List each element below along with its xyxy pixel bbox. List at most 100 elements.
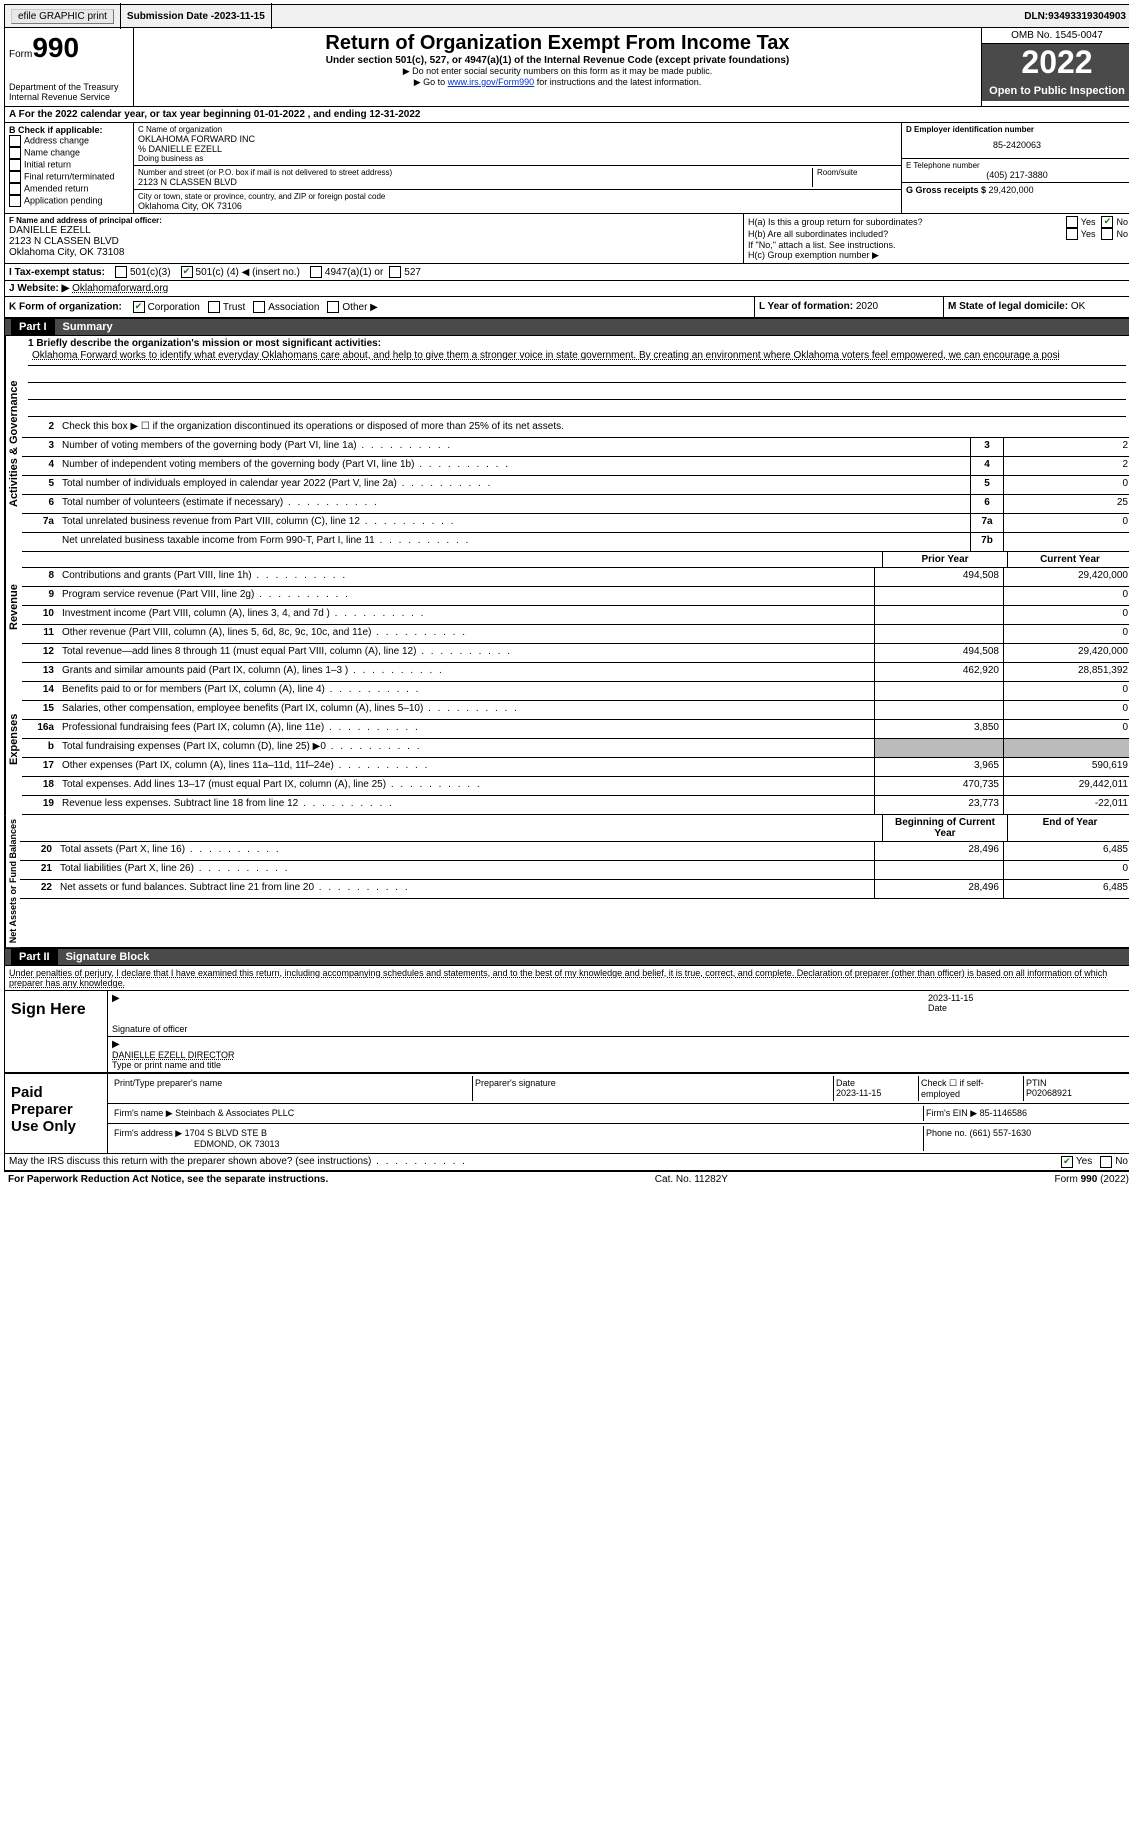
colb-check[interactable]: [9, 159, 21, 171]
gross-receipts: 29,420,000: [989, 185, 1034, 195]
discuss-yes[interactable]: [1061, 1156, 1073, 1168]
527-check[interactable]: [389, 266, 401, 278]
irs-link[interactable]: www.irs.gov/Form990: [448, 77, 535, 87]
hb-label: H(b) Are all subordinates included?: [748, 229, 1066, 239]
prior-year-header: Prior Year: [882, 552, 1007, 567]
street: 2123 N CLASSEN BLVD: [138, 177, 812, 187]
irs-label: Internal Revenue Service: [9, 92, 129, 102]
revenue-section: Revenue Prior Year Current Year 8Contrib…: [4, 552, 1129, 663]
k-opt[interactable]: [133, 301, 145, 313]
officer-street: 2123 N CLASSEN BLVD: [9, 236, 739, 247]
org-name: OKLAHOMA FORWARD INC: [138, 134, 897, 144]
tax-year: 2022: [982, 44, 1129, 81]
hb-yes[interactable]: [1066, 228, 1078, 240]
firm-name: Steinbach & Associates PLLC: [175, 1108, 294, 1118]
page-footer: For Paperwork Reduction Act Notice, see …: [4, 1171, 1129, 1187]
domicile-label: M State of legal domicile:: [948, 301, 1071, 312]
summary-line: 13Grants and similar amounts paid (Part …: [22, 663, 1129, 682]
officer-name: DANIELLE EZELL: [9, 225, 739, 236]
summary-line: 8Contributions and grants (Part VIII, li…: [22, 568, 1129, 587]
prep-date: 2023-11-15: [836, 1088, 881, 1098]
mission-text: Oklahoma Forward works to identify what …: [28, 349, 1126, 366]
summary-line: 11Other revenue (Part VIII, column (A), …: [22, 625, 1129, 644]
city-label: City or town, state or province, country…: [138, 192, 897, 201]
summary-line: 18Total expenses. Add lines 13–17 (must …: [22, 777, 1129, 796]
hb-no[interactable]: [1101, 228, 1113, 240]
summary-line: 3Number of voting members of the governi…: [22, 438, 1129, 457]
colb-check[interactable]: [9, 135, 21, 147]
tax-status-label: I Tax-exempt status:: [9, 267, 105, 278]
summary-line: 7aTotal unrelated business revenue from …: [22, 514, 1129, 533]
row-a-period: A For the 2022 calendar year, or tax yea…: [4, 107, 1129, 123]
form-subtitle: Under section 501(c), 527, or 4947(a)(1)…: [140, 55, 975, 66]
col-d-ein-phone: D Employer identification number 85-2420…: [902, 123, 1129, 213]
phone: (405) 217-3880: [906, 170, 1128, 180]
date-label: Date: [928, 1003, 947, 1013]
revenue-label: Revenue: [5, 552, 22, 663]
ptin: P02068921: [1026, 1088, 1072, 1098]
c-other-check[interactable]: [181, 266, 193, 278]
efile-label: efile GRAPHIC print: [5, 3, 121, 29]
end-year-header: End of Year: [1007, 815, 1129, 841]
care-of: % DANIELLE EZELL: [138, 144, 897, 154]
penalties-text: Under penalties of perjury, I declare th…: [4, 966, 1129, 991]
summary-line: 9Program service revenue (Part VIII, lin…: [22, 587, 1129, 606]
k-opt[interactable]: [253, 301, 265, 313]
mission-label: 1 Briefly describe the organization's mi…: [28, 338, 381, 349]
form-header: Form990 Department of the Treasury Inter…: [4, 28, 1129, 107]
summary-line: 10Investment income (Part VIII, column (…: [22, 606, 1129, 625]
summary-line: 21Total liabilities (Part X, line 26)0: [20, 861, 1129, 880]
colb-check[interactable]: [9, 183, 21, 195]
website: Oklahomaforward.org: [72, 283, 168, 294]
sig-date: 2023-11-15: [928, 993, 1128, 1003]
self-employed-check: Check ☐ if self-employed: [919, 1076, 1024, 1101]
summary-line: 6Total number of volunteers (estimate if…: [22, 495, 1129, 514]
discuss-no[interactable]: [1100, 1156, 1112, 1168]
footer-mid: Cat. No. 11282Y: [655, 1174, 728, 1185]
k-opt[interactable]: [327, 301, 339, 313]
ha-no[interactable]: [1101, 216, 1113, 228]
k-opt[interactable]: [208, 301, 220, 313]
sign-here-label: Sign Here: [5, 991, 108, 1072]
summary-line: Net unrelated business taxable income fr…: [22, 533, 1129, 552]
ein: 85-2420063: [906, 134, 1128, 156]
summary-line: 15Salaries, other compensation, employee…: [22, 701, 1129, 720]
col-b-checks: B Check if applicable: Address changeNam…: [5, 123, 134, 213]
summary-line: 17Other expenses (Part IX, column (A), l…: [22, 758, 1129, 777]
city: Oklahoma City, OK 73106: [138, 201, 897, 211]
expenses-section: Expenses 13Grants and similar amounts pa…: [4, 663, 1129, 815]
officer-group-row: F Name and address of principal officer:…: [4, 214, 1129, 264]
colb-check[interactable]: [9, 171, 21, 183]
part2-header: Part IISignature Block: [4, 948, 1129, 966]
colb-check[interactable]: [9, 195, 21, 207]
year-formation: 2020: [856, 301, 878, 312]
4947-check[interactable]: [310, 266, 322, 278]
submission-date: Submission Date - 2023-11-15: [121, 3, 272, 29]
discuss-text: May the IRS discuss this return with the…: [9, 1156, 1061, 1168]
ssn-note: ▶ Do not enter social security numbers o…: [140, 66, 975, 77]
open-public: Open to Public Inspection: [982, 81, 1129, 101]
ha-yes[interactable]: [1066, 216, 1078, 228]
activities-section: Activities & Governance 1 Briefly descri…: [4, 336, 1129, 552]
gross-label: G Gross receipts $: [906, 185, 989, 195]
expenses-label: Expenses: [5, 663, 22, 815]
ha-label: H(a) Is this a group return for subordin…: [748, 217, 1066, 227]
top-bar: efile GRAPHIC print Submission Date - 20…: [4, 4, 1129, 28]
firm-addr2: EDMOND, OK 73013: [194, 1139, 280, 1149]
phone-label: E Telephone number: [906, 161, 1128, 170]
street-label: Number and street (or P.O. box if mail i…: [138, 168, 812, 177]
org-name-label: C Name of organization: [138, 125, 897, 134]
firm-ein: 85-1146586: [980, 1108, 1027, 1118]
c3-check[interactable]: [115, 266, 127, 278]
line-2: Check this box ▶ ☐ if the organization d…: [58, 419, 1129, 437]
colb-check[interactable]: [9, 147, 21, 159]
dln: DLN: 93493319304903: [1018, 3, 1129, 29]
summary-line: 22Net assets or fund balances. Subtract …: [20, 880, 1129, 899]
ein-label: D Employer identification number: [906, 125, 1034, 134]
dept-label: Department of the Treasury: [9, 82, 129, 92]
form-org-label: K Form of organization:: [9, 302, 122, 313]
summary-line: 20Total assets (Part X, line 16)28,4966,…: [20, 842, 1129, 861]
form-title: Return of Organization Exempt From Incom…: [140, 32, 975, 55]
entity-info: B Check if applicable: Address changeNam…: [4, 123, 1129, 214]
hc-label: H(c) Group exemption number ▶: [748, 250, 1128, 261]
